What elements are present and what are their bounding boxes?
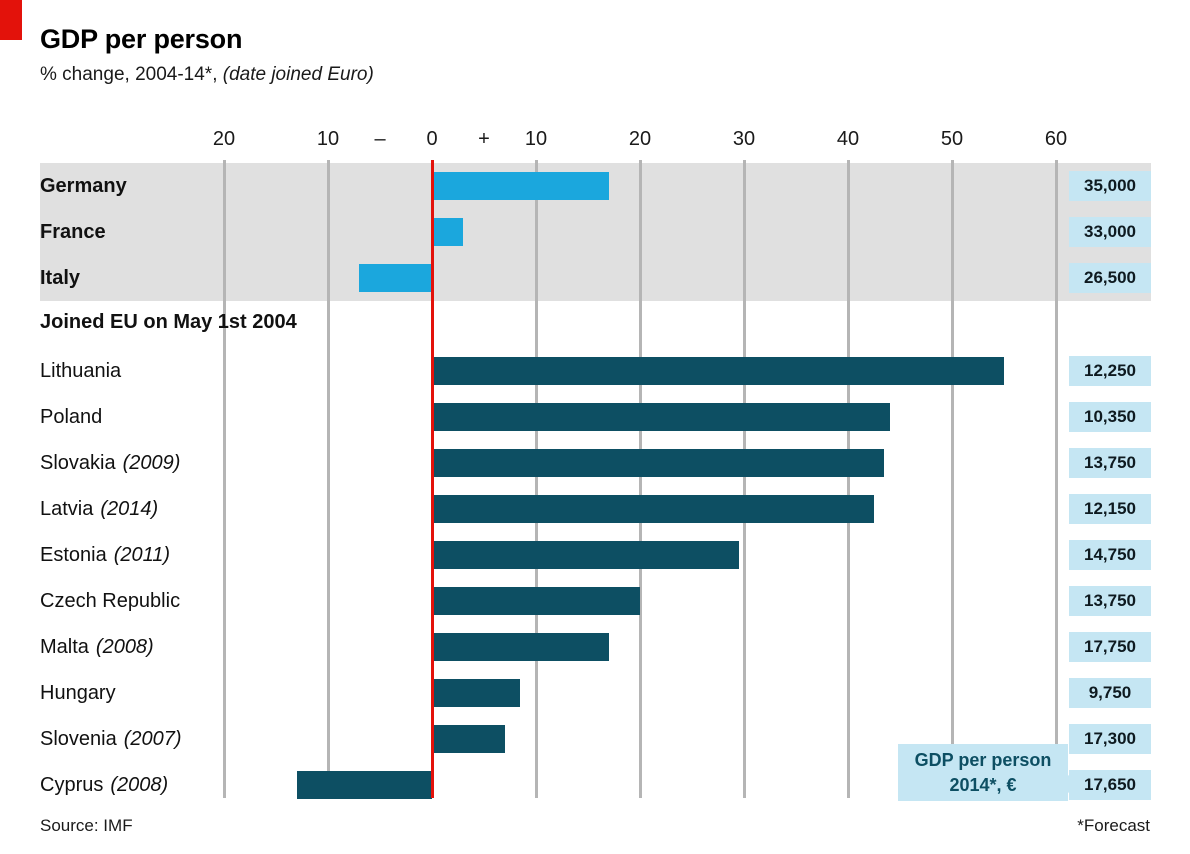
value-bar: [432, 218, 464, 246]
country-label: Czech Republic: [40, 578, 180, 624]
chart-title: GDP per person: [40, 24, 243, 54]
gdp-value-badge: 17,650: [1069, 770, 1151, 800]
gdp-value-badge: 17,750: [1069, 632, 1151, 662]
value-bar: [432, 725, 505, 753]
country-label: Estonia (2011): [40, 532, 170, 578]
value-bar: [432, 357, 1004, 385]
gdp-value-badge: 14,750: [1069, 540, 1151, 570]
value-bar: [432, 633, 609, 661]
gridline: [326, 160, 330, 798]
country-label: Germany: [40, 163, 127, 209]
value-bar: [432, 172, 609, 200]
chart-subtitle: % change, 2004-14*, (date joined Euro): [40, 64, 374, 86]
axis-tick-label: 20: [212, 128, 236, 150]
country-label: France: [40, 209, 106, 255]
gdp-value-badge: 17,300: [1069, 724, 1151, 754]
axis-tick-label: 30: [732, 128, 756, 150]
country-name: Italy: [40, 266, 81, 289]
gdp-value-badge: 35,000: [1069, 171, 1151, 201]
euro-join-year-note: (2009): [122, 451, 181, 474]
gdp-value-badge: 13,750: [1069, 448, 1151, 478]
country-name: Poland: [40, 405, 103, 428]
brand-red-tab: [0, 0, 22, 40]
country-label: Slovenia (2007): [40, 716, 182, 762]
euro-join-year-note: (2011): [113, 543, 171, 566]
axis-tick-label: 50: [940, 128, 964, 150]
country-name: Slovakia: [40, 451, 116, 474]
axis-tick-label: 10: [524, 128, 548, 150]
country-name: Czech Republic: [40, 589, 181, 612]
subtitle-italic-text: (date joined Euro): [222, 64, 374, 85]
gridline: [534, 160, 538, 798]
gridline: [222, 160, 226, 798]
country-name: Malta: [40, 635, 89, 658]
country-label: Italy: [40, 255, 80, 301]
value-bar: [432, 403, 890, 431]
value-bar: [296, 771, 432, 799]
axis-minus-sign: –: [374, 128, 386, 150]
gridline: [1054, 160, 1058, 798]
subtitle-text: % change, 2004-14*,: [40, 64, 223, 85]
group-label: Joined EU on May 1st 2004: [40, 311, 297, 333]
axis-tick-label: 60: [1044, 128, 1068, 150]
euro-join-year-note: (2008): [110, 773, 169, 796]
axis-plus-sign: +: [478, 128, 490, 150]
country-label: Cyprus (2008): [40, 762, 168, 808]
axis-tick-label: 40: [836, 128, 860, 150]
gdp-value-badge: 12,150: [1069, 494, 1151, 524]
gdp-value-badge: 9,750: [1069, 678, 1151, 708]
euro-join-year-note: (2014): [100, 497, 159, 520]
callout-arrow-icon: [1068, 775, 1080, 793]
gridline: [950, 160, 954, 798]
source-note: Source: IMF: [40, 816, 133, 835]
gdp-value-badge: 13,750: [1069, 586, 1151, 616]
country-name: France: [40, 220, 106, 243]
country-name: Cyprus: [40, 773, 104, 796]
country-label: Hungary: [40, 670, 116, 716]
country-name: Latvia: [40, 497, 94, 520]
euro-join-year-note: (2008): [95, 635, 154, 658]
country-label: Slovakia (2009): [40, 440, 180, 486]
gridline: [846, 160, 850, 798]
gdp-value-badge: 10,350: [1069, 402, 1151, 432]
value-bar: [432, 587, 640, 615]
forecast-footnote: *Forecast: [1077, 816, 1150, 835]
gdp-value-badge: 26,500: [1069, 263, 1151, 293]
gridline: [742, 160, 746, 798]
value-bar: [432, 495, 874, 523]
gdp-value-badge: 12,250: [1069, 356, 1151, 386]
callout-line1: GDP per person: [914, 750, 1052, 771]
value-bar: [359, 264, 432, 292]
value-bar: [432, 449, 885, 477]
value-bar: [432, 679, 521, 707]
value-column-callout: GDP per person 2014*, €: [898, 744, 1080, 801]
country-label: Lithuania: [40, 348, 121, 394]
gdp-value-badge: 33,000: [1069, 217, 1151, 247]
country-label: Poland: [40, 394, 102, 440]
gridline: [638, 160, 642, 798]
country-name: Estonia: [40, 543, 107, 566]
country-label: Latvia (2014): [40, 486, 158, 532]
value-bar: [432, 541, 739, 569]
zero-baseline: [430, 160, 434, 798]
country-name: Lithuania: [40, 359, 122, 382]
country-name: Hungary: [40, 681, 116, 704]
axis-tick-label: 20: [628, 128, 652, 150]
country-label: Malta (2008): [40, 624, 154, 670]
callout-line2: 2014*, €: [949, 774, 1017, 795]
euro-join-year-note: (2007): [123, 727, 182, 750]
country-name: Slovenia: [40, 727, 117, 750]
axis-tick-label: 10: [316, 128, 340, 150]
country-name: Germany: [40, 174, 127, 197]
axis-tick-label: 0: [426, 128, 438, 150]
